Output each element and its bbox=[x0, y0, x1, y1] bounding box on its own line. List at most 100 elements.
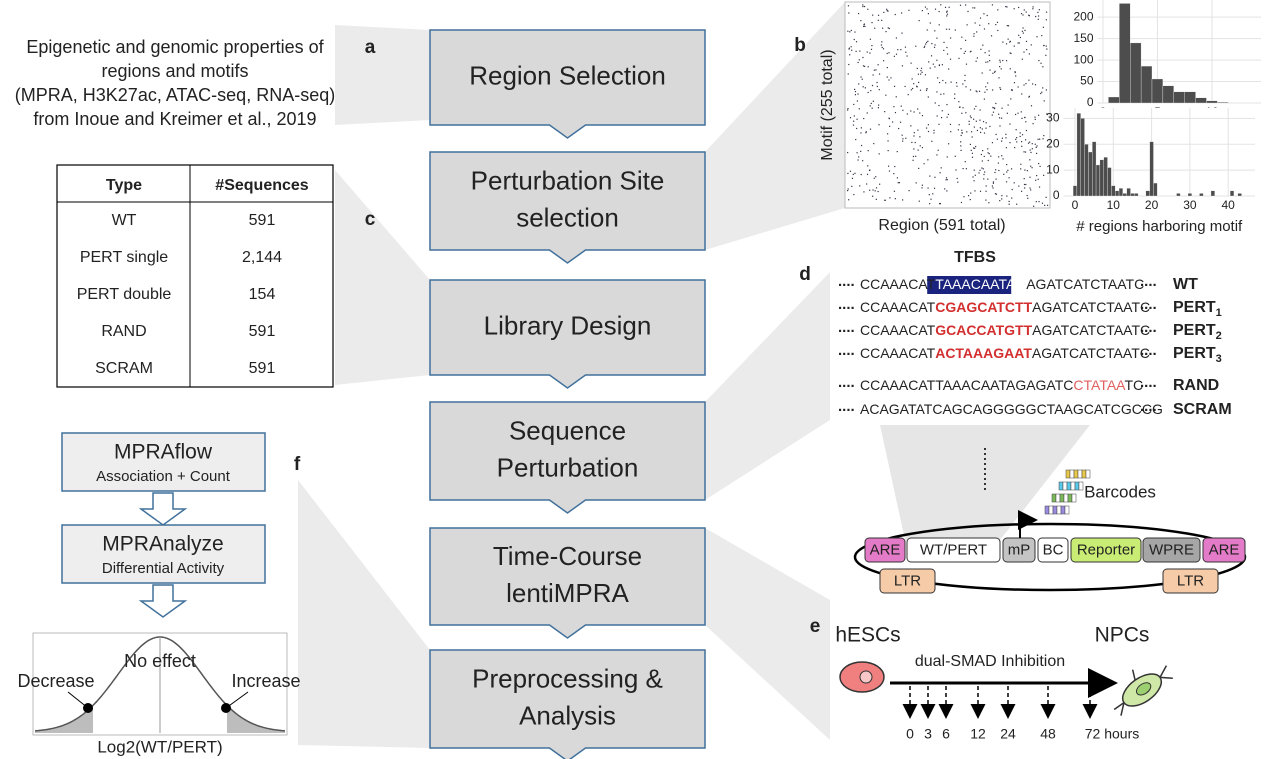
bar bbox=[1187, 193, 1192, 197]
heatmap-dot bbox=[853, 193, 855, 196]
heatmap-dot bbox=[893, 172, 895, 175]
heatmap-dot bbox=[981, 160, 983, 162]
heatmap-dot bbox=[861, 78, 863, 80]
sequence-site: GCACCATGTT bbox=[935, 322, 1032, 338]
barcode bbox=[1044, 505, 1070, 515]
panel-label: b bbox=[794, 35, 806, 56]
heatmap-dot bbox=[983, 98, 985, 100]
heatmap-dot bbox=[985, 122, 987, 124]
heatmap-dot bbox=[1041, 34, 1043, 37]
heatmap-dot bbox=[999, 66, 1001, 68]
heatmap-dot bbox=[999, 125, 1001, 127]
heatmap-dot bbox=[901, 134, 903, 136]
heatmap-dot bbox=[954, 97, 956, 100]
heatmap-dot bbox=[1006, 171, 1008, 173]
heatmap-dot bbox=[934, 30, 936, 32]
heatmap-dot bbox=[1031, 148, 1033, 150]
heatmap-dot bbox=[906, 113, 908, 115]
heatmap-dot bbox=[956, 85, 958, 87]
heatmap-dot bbox=[995, 23, 997, 26]
heatmap-dot bbox=[1016, 137, 1018, 139]
heatmap-dot bbox=[980, 153, 982, 156]
heatmap-dot bbox=[848, 63, 850, 66]
heatmap-dot bbox=[1046, 113, 1048, 115]
heatmap-dot bbox=[870, 48, 873, 50]
heatmap-dot bbox=[890, 77, 892, 79]
bar bbox=[1153, 182, 1158, 197]
heatmap-dot bbox=[1037, 15, 1040, 17]
heatmap-dot bbox=[871, 44, 873, 47]
heatmap-dot bbox=[858, 156, 860, 158]
heatmap-dot bbox=[1039, 165, 1041, 167]
heatmap-dot bbox=[847, 189, 849, 192]
heatmap-dot bbox=[1010, 52, 1012, 55]
heatmap-dot bbox=[1009, 41, 1011, 43]
heatmap-dot bbox=[863, 24, 865, 26]
heatmap-dot bbox=[866, 51, 868, 53]
heatmap-dot bbox=[1015, 75, 1017, 77]
heatmap-dot bbox=[853, 103, 855, 106]
heatmap-dot bbox=[1029, 159, 1031, 161]
heatmap-dot bbox=[857, 159, 859, 161]
heatmap-dot bbox=[1045, 45, 1047, 47]
bar bbox=[1173, 91, 1185, 104]
heatmap-dot bbox=[854, 94, 857, 96]
heatmap-dot bbox=[908, 190, 910, 192]
heatmap-dot bbox=[957, 129, 959, 131]
heatmap-dot bbox=[930, 198, 932, 200]
construct-element bbox=[1202, 537, 1246, 563]
heatmap-dot bbox=[866, 183, 868, 185]
heatmap-dot bbox=[963, 52, 965, 54]
heatmap-dot bbox=[940, 117, 943, 119]
heatmap-dot bbox=[1027, 197, 1029, 199]
heatmap-dot bbox=[874, 27, 876, 29]
heatmap-dot bbox=[943, 41, 945, 44]
heatmap-dot bbox=[866, 112, 868, 114]
heatmap-dot bbox=[1014, 113, 1017, 116]
heatmap-dot bbox=[962, 83, 964, 85]
heatmap-dot bbox=[993, 107, 996, 109]
heatmap-dot bbox=[987, 178, 989, 180]
heatmap-dot bbox=[1013, 45, 1015, 47]
heatmap-dot bbox=[921, 187, 923, 189]
bar bbox=[1108, 96, 1120, 104]
heatmap-dot bbox=[1026, 194, 1028, 197]
panel-label: c bbox=[365, 209, 376, 230]
heatmap-dot bbox=[862, 56, 864, 59]
heatmap-dot bbox=[888, 79, 890, 81]
step-label: Preprocessing & bbox=[472, 663, 663, 693]
heatmap-dot bbox=[999, 88, 1002, 90]
heatmap-dot bbox=[923, 163, 925, 165]
heatmap-dot bbox=[891, 121, 894, 123]
heatmap-dot bbox=[1030, 189, 1032, 191]
x-tick-label: 0 bbox=[1072, 198, 1079, 212]
heatmap-dot bbox=[848, 12, 850, 14]
heatmap-dot bbox=[1009, 40, 1011, 42]
ltr-box bbox=[1162, 568, 1219, 594]
heatmap-dot bbox=[917, 129, 919, 131]
panel-label: f bbox=[294, 454, 301, 475]
heatmap-dot bbox=[928, 61, 930, 63]
heatmap-dot bbox=[997, 9, 999, 11]
heatmap-dot bbox=[910, 110, 912, 112]
sequence-part: CCAAACATTAAACAATAGAGATC bbox=[860, 377, 1073, 393]
timepoint-label: 12 bbox=[970, 726, 986, 742]
heatmap-dot bbox=[1019, 36, 1021, 39]
construct-label: ARE bbox=[870, 541, 901, 558]
heatmap-dot bbox=[866, 173, 869, 175]
heatmap-dot bbox=[987, 148, 989, 150]
heatmap-dot bbox=[870, 90, 872, 92]
heatmap-dot bbox=[878, 89, 880, 91]
heatmap-dot bbox=[1034, 143, 1036, 145]
heatmap-dot bbox=[963, 196, 965, 198]
heatmap-dot bbox=[1040, 92, 1042, 95]
heatmap-dot bbox=[990, 35, 993, 37]
heatmap-dot bbox=[1041, 202, 1044, 204]
connector bbox=[705, 528, 830, 740]
bar bbox=[1099, 159, 1104, 197]
heatmap-dot bbox=[1006, 195, 1008, 197]
heatmap-dot bbox=[970, 50, 972, 52]
heatmap-dot bbox=[1022, 27, 1024, 29]
heatmap-dot bbox=[919, 89, 922, 91]
heatmap-dot bbox=[1046, 48, 1048, 50]
